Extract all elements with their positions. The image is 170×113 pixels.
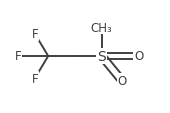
Text: O: O xyxy=(134,50,143,63)
Text: F: F xyxy=(15,50,21,63)
Text: O: O xyxy=(117,74,126,87)
Text: F: F xyxy=(31,72,38,85)
Text: CH₃: CH₃ xyxy=(91,21,113,34)
Text: F: F xyxy=(31,28,38,41)
Text: S: S xyxy=(97,50,106,63)
